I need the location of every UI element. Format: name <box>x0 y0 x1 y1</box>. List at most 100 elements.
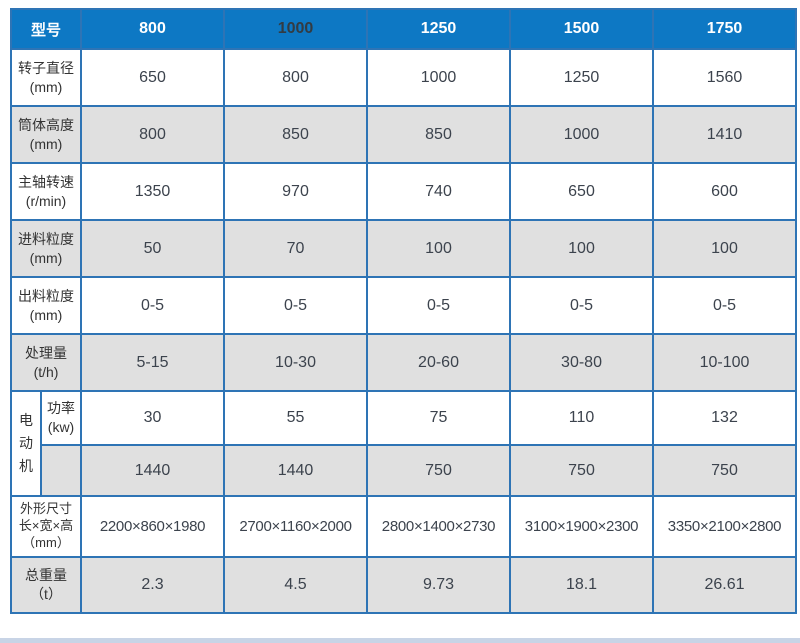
value-cell: 650 <box>80 48 226 107</box>
motor-label: 电动机 <box>10 390 42 497</box>
row-label-text: 功率 <box>47 400 75 417</box>
dimensions-label-line2: 长×宽×高 <box>18 518 74 534</box>
spec-table: 型号 800 1000 1250 1500 1750 转子直径 (mm) 650… <box>9 8 798 614</box>
value-cell: 2700×1160×2000 <box>223 495 369 558</box>
dimensions-label-line1: 外形尺寸 <box>20 501 73 517</box>
value-cell: 10-100 <box>652 333 798 392</box>
value-cell: 1000 <box>509 105 655 164</box>
row-unit-text: (mm) <box>29 306 63 323</box>
row-spindle-speed: 主轴转速 (r/min) 1350 970 740 650 600 <box>9 162 798 221</box>
row-label-text: 主轴转速 <box>18 173 74 190</box>
row-unit-text: (t/h) <box>33 363 59 380</box>
row-feed-size: 进料粒度 (mm) 50 70 100 100 100 <box>9 219 798 278</box>
value-cell: 0-5 <box>652 276 798 335</box>
value-cell: 70 <box>223 219 369 278</box>
row-label-text: 处理量 <box>25 344 67 361</box>
value-cell: 20-60 <box>366 333 512 392</box>
rotor-diameter-label: 转子直径 (mm) <box>9 48 83 107</box>
value-cell: 110 <box>509 390 655 446</box>
dimensions-label: 外形尺寸 长×宽×高 （mm） <box>9 495 83 558</box>
header-model-1250: 1250 <box>366 8 512 50</box>
value-cell: 30 <box>80 390 226 446</box>
dimensions-label-line3: （mm） <box>22 534 70 550</box>
row-unit-text: (mm) <box>29 249 63 266</box>
row-rotor-diameter: 转子直径 (mm) 650 800 1000 1250 1560 <box>9 48 798 107</box>
value-cell: 650 <box>509 162 655 221</box>
value-cell: 18.1 <box>509 556 655 614</box>
value-cell: 1440 <box>223 444 369 497</box>
value-cell: 0-5 <box>366 276 512 335</box>
value-cell: 850 <box>366 105 512 164</box>
motor-speed-label-empty <box>39 444 83 497</box>
row-label-text: 筒体高度 <box>18 116 74 133</box>
total-weight-label: 总重量 （t） <box>9 556 83 614</box>
value-cell: 9.73 <box>366 556 512 614</box>
row-unit-text: (r/min) <box>25 192 67 209</box>
value-cell: 970 <box>223 162 369 221</box>
row-unit-text: (kw) <box>47 419 75 435</box>
row-motor-power: 电动机 功率 (kw) 30 55 75 110 132 <box>10 390 798 497</box>
value-cell: 4.5 <box>223 556 369 614</box>
header-model-1750: 1750 <box>652 8 798 50</box>
row-unit-text: (mm) <box>29 78 63 95</box>
value-cell: 55 <box>223 390 369 446</box>
value-cell: 132 <box>652 390 798 446</box>
row-total-weight: 总重量 （t） 2.3 4.5 9.73 18.1 26.61 <box>9 556 798 614</box>
value-cell: 0-5 <box>223 276 369 335</box>
value-cell: 2200×860×1980 <box>80 495 226 558</box>
value-cell: 0-5 <box>80 276 226 335</box>
row-cylinder-height: 筒体高度 (mm) 800 850 850 1000 1410 <box>9 105 798 164</box>
value-cell: 1560 <box>652 48 798 107</box>
feed-size-label: 进料粒度 (mm) <box>9 219 83 278</box>
motor-label-text: 电动机 <box>19 411 33 475</box>
value-cell: 3100×1900×2300 <box>509 495 655 558</box>
row-label-text: 出料粒度 <box>18 287 74 304</box>
row-unit-text: （t） <box>30 586 62 602</box>
value-cell: 100 <box>366 219 512 278</box>
row-capacity: 处理量 (t/h) 5-15 10-30 20-60 30-80 10-100 <box>9 333 798 392</box>
value-cell: 5-15 <box>80 333 226 392</box>
value-cell: 750 <box>509 444 655 497</box>
value-cell: 3350×2100×2800 <box>652 495 798 558</box>
value-cell: 1250 <box>509 48 655 107</box>
spec-table-container: 型号 800 1000 1250 1500 1750 转子直径 (mm) 650… <box>9 8 798 614</box>
value-cell: 740 <box>366 162 512 221</box>
header-model-1500: 1500 <box>509 8 655 50</box>
value-cell: 10-30 <box>223 333 369 392</box>
value-cell: 600 <box>652 162 798 221</box>
row-discharge-size: 出料粒度 (mm) 0-5 0-5 0-5 0-5 0-5 <box>9 276 798 335</box>
capacity-label: 处理量 (t/h) <box>9 333 83 392</box>
value-cell: 800 <box>223 48 369 107</box>
motor-power-label: 功率 (kw) <box>39 390 83 446</box>
value-cell: 100 <box>509 219 655 278</box>
bottom-page-strip <box>0 638 800 643</box>
value-cell: 30-80 <box>509 333 655 392</box>
header-model-1000: 1000 <box>223 8 369 50</box>
value-cell: 50 <box>80 219 226 278</box>
spindle-speed-label: 主轴转速 (r/min) <box>9 162 83 221</box>
row-motor-speed: 1440 1440 750 750 750 <box>11 444 798 497</box>
row-unit-text: (mm) <box>29 135 63 152</box>
value-cell: 750 <box>652 444 798 497</box>
row-label-text: 总重量 <box>25 567 67 584</box>
value-cell: 750 <box>366 444 512 497</box>
value-cell: 2800×1400×2730 <box>366 495 512 558</box>
header-model-800: 800 <box>80 8 226 50</box>
value-cell: 75 <box>366 390 512 446</box>
value-cell: 1440 <box>80 444 226 497</box>
value-cell: 0-5 <box>509 276 655 335</box>
value-cell: 1410 <box>652 105 798 164</box>
cylinder-height-label: 筒体高度 (mm) <box>9 105 83 164</box>
value-cell: 2.3 <box>80 556 226 614</box>
value-cell: 850 <box>223 105 369 164</box>
row-label-text: 转子直径 <box>18 59 74 76</box>
value-cell: 1000 <box>366 48 512 107</box>
row-label-text: 进料粒度 <box>18 230 74 247</box>
header-row: 型号 800 1000 1250 1500 1750 <box>9 8 798 50</box>
value-cell: 1350 <box>80 162 226 221</box>
header-model-label: 型号 <box>9 8 83 50</box>
value-cell: 100 <box>652 219 798 278</box>
value-cell: 26.61 <box>652 556 798 614</box>
row-dimensions: 外形尺寸 长×宽×高 （mm） 2200×860×1980 2700×1160×… <box>9 495 798 558</box>
discharge-size-label: 出料粒度 (mm) <box>9 276 83 335</box>
